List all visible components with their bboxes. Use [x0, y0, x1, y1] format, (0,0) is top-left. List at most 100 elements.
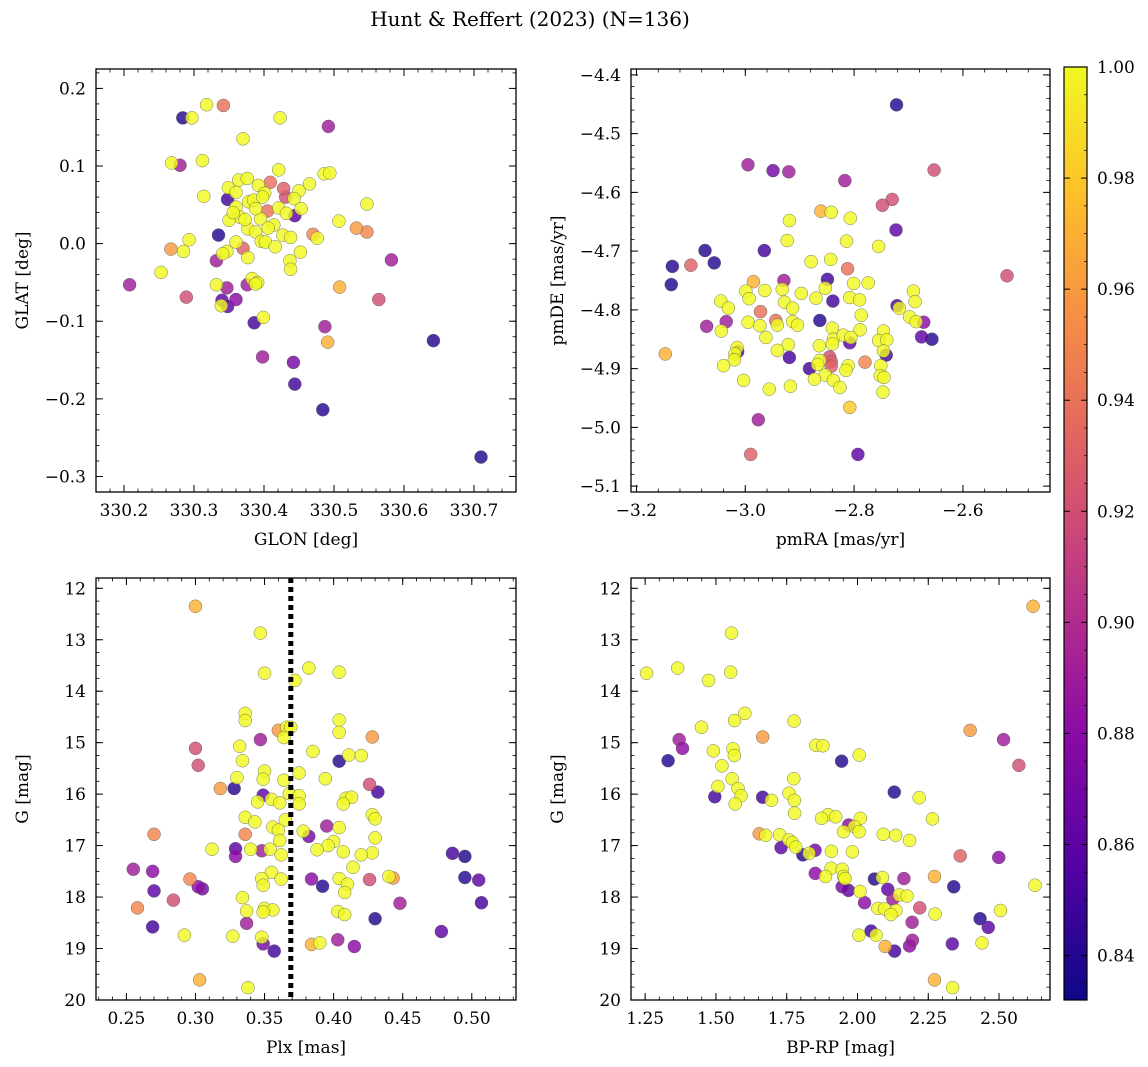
colorbar-tick-label: 0.86 [1097, 836, 1135, 856]
y-tick-label: 0.2 [59, 79, 86, 99]
data-point [671, 661, 685, 675]
data-point [248, 202, 263, 216]
data-point [365, 730, 380, 744]
data-point [268, 240, 282, 254]
data-point [912, 791, 926, 805]
y-tick-label: 12 [599, 579, 621, 599]
data-point [336, 845, 351, 859]
data-point [166, 893, 181, 907]
data-point [346, 860, 360, 874]
data-point [294, 202, 308, 216]
data-point [825, 321, 840, 335]
data-point [1026, 599, 1040, 614]
data-point [810, 357, 825, 372]
y-tick-label: 17 [64, 837, 86, 857]
data-point [310, 843, 324, 857]
data-point [371, 785, 385, 799]
data-point [248, 277, 263, 291]
data-point [861, 276, 875, 290]
colorbar-tick-label: 0.94 [1097, 391, 1135, 411]
panel-pm: −3.2 −3.0 −2.8 −2.6 −4.4 −4.5 −4.6 −4.7 −4.8 −4.9… [548, 66, 1051, 550]
panel-plx-g: 0.25 0.30 0.35 0.40 0.45 0.50 12 13 14 15 16 17 18 19… [13, 577, 517, 1058]
data-point [302, 661, 316, 675]
data-point [812, 339, 826, 353]
data-point [727, 748, 742, 763]
data-point [721, 301, 736, 315]
data-point [701, 673, 716, 688]
data-point [839, 363, 853, 378]
data-point [785, 301, 800, 315]
data-point [474, 450, 488, 464]
data-point [727, 713, 742, 728]
x-tick-label: 0.40 [315, 1009, 353, 1029]
x-tick-label: 330.3 [170, 501, 219, 521]
colorbar: 0.84 0.86 0.88 0.90 0.92 0.94 0.96 0.98 1.00 [1063, 58, 1135, 1001]
data-point [240, 171, 254, 186]
data-point [824, 844, 839, 858]
data-point [818, 869, 833, 884]
data-point [332, 713, 346, 727]
data-point [914, 330, 929, 344]
data-point [889, 828, 903, 843]
data-point [838, 173, 852, 188]
data-point [368, 911, 382, 926]
data-point [256, 772, 270, 786]
points [126, 599, 489, 995]
data-point [665, 259, 680, 274]
data-point [711, 779, 725, 794]
data-point [853, 884, 867, 899]
x-tick-label: −3.0 [725, 501, 766, 521]
data-point [973, 911, 987, 926]
data-point [277, 730, 291, 745]
y-tick-label: 0.0 [59, 235, 86, 255]
data-point [728, 797, 742, 811]
data-point [869, 928, 883, 942]
data-point [825, 337, 840, 351]
data-point [828, 810, 843, 824]
data-point [927, 163, 941, 177]
x-tick-label: 2.25 [909, 1009, 947, 1029]
data-point [315, 879, 330, 893]
data-point [900, 889, 914, 903]
data-point [164, 156, 179, 170]
data-point [751, 413, 766, 427]
y-tick-label: 15 [599, 734, 621, 754]
data-point [787, 772, 801, 786]
data-point [714, 324, 729, 338]
data-point [723, 665, 738, 679]
data-point [235, 753, 250, 768]
data-point [787, 806, 802, 820]
data-point [699, 319, 714, 334]
data-point [239, 904, 254, 918]
data-point [164, 242, 178, 256]
points [658, 98, 1014, 462]
data-point [368, 831, 382, 845]
axes-frame [95, 68, 517, 493]
data-point [318, 772, 333, 786]
data-point [382, 869, 396, 884]
data-point [253, 626, 268, 640]
data-point [876, 344, 891, 358]
data-point [790, 318, 805, 332]
x-tick-label: 0.45 [384, 1009, 422, 1029]
data-point [474, 896, 489, 910]
data-point [147, 827, 161, 841]
data-point [304, 872, 319, 886]
data-point [789, 840, 803, 854]
data-point [804, 255, 818, 269]
y-tick-label: 13 [599, 631, 621, 651]
data-point [445, 846, 460, 861]
data-point [953, 849, 967, 863]
panel-cmd: 1.25 1.50 1.75 2.00 2.25 2.50 12 13 14 15 16 17 18 19… [548, 577, 1051, 1058]
data-point [981, 920, 995, 935]
data-point [238, 212, 252, 227]
x-tick-label: 0.50 [453, 1009, 491, 1029]
y-tick-label: 20 [64, 991, 86, 1011]
data-point [889, 223, 903, 237]
data-point [887, 785, 901, 799]
data-point [434, 924, 449, 939]
x-tick-label: 2.00 [839, 1009, 877, 1029]
colorbar-tick-label: 0.90 [1097, 613, 1135, 633]
data-point [318, 319, 332, 334]
y-tick-label: 19 [599, 940, 621, 960]
